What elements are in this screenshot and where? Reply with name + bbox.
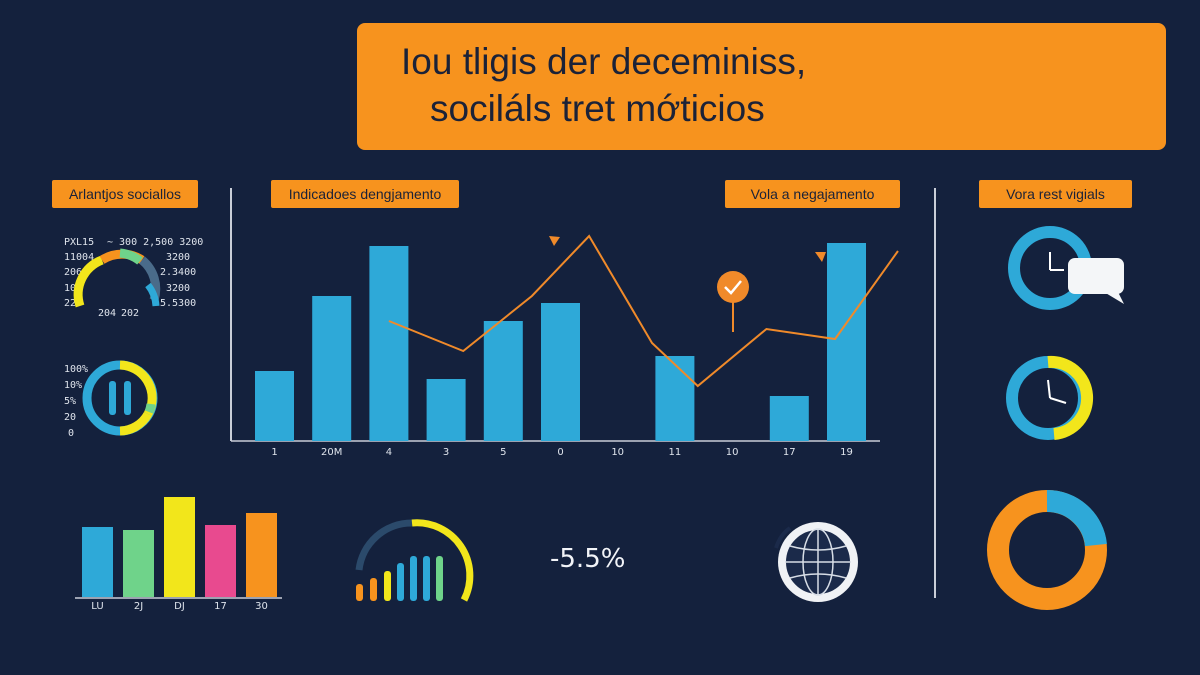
ring-chart-widget <box>987 489 1107 610</box>
chart-y-axis <box>230 188 232 441</box>
main-chart-x-tick: 1 <box>271 447 278 458</box>
main-chart-x-tick: 19 <box>840 447 853 458</box>
mini-chart-bar <box>123 530 154 597</box>
gauge-right-label: 3200 <box>166 252 191 263</box>
main-chart-bars <box>255 243 866 441</box>
trend-arrow-head-2 <box>815 252 826 262</box>
gauge-right-label: ~ 300 2,500 3200 <box>107 237 204 248</box>
chat-bubble-icon <box>1068 258 1124 304</box>
mini-chart-x-tick: DJ <box>174 601 185 612</box>
main-chart-bar <box>655 356 695 441</box>
gauge-right-label: 3200 <box>166 283 191 294</box>
gauge-left-label: 206 <box>64 267 83 278</box>
trend-arrow-head-1 <box>549 236 560 246</box>
main-chart-bar <box>483 321 523 441</box>
donut-left-label: 20 <box>64 412 77 423</box>
main-chart-bar <box>312 296 352 441</box>
right-panel-divider <box>934 188 936 598</box>
mini-chart-x-tick: 2J <box>133 601 144 612</box>
donut-left-label: 10% <box>64 380 83 391</box>
main-chart-x-tick: 20M <box>321 447 343 458</box>
mini-chart-bar <box>246 513 277 597</box>
mini-chart-bar <box>164 497 195 597</box>
gauge-left-label: 11004 <box>64 252 95 263</box>
tag-rest-vigials[interactable]: Vora rest vigials <box>979 180 1132 208</box>
tag-social-panel[interactable]: Arlantjos sociallos <box>52 180 198 208</box>
mini-chart-bar <box>205 525 236 597</box>
signal-gauge-widget <box>355 519 474 602</box>
clock-donut-widget-middle <box>1006 355 1094 440</box>
main-chart-x-tick: 4 <box>385 447 393 458</box>
gauge-bottom-label: 204 <box>98 308 117 319</box>
donut-left-label: 0 <box>68 428 75 439</box>
banner-title-line2: sociláls tret mớticios <box>430 88 765 129</box>
mini-chart-bar <box>82 527 113 597</box>
gauge-left-label: PXL15 <box>64 237 95 248</box>
gauge-right-label: 5.5300 <box>160 298 197 309</box>
main-chart-x-tick: 11 <box>668 447 682 458</box>
main-chart-bar <box>255 371 294 441</box>
main-chart-x-tick: 0 <box>557 447 564 458</box>
tag-engagement-indicators[interactable]: Indicadoes dengjamento <box>271 180 459 208</box>
main-chart-x-tick: 5 <box>500 447 507 458</box>
gauge-left-label: 10 <box>64 283 77 294</box>
header-banner: Iou tligis der deceminiss, sociláls tret… <box>357 23 1166 150</box>
main-chart-trend-line <box>388 234 899 388</box>
checkmark-icon <box>717 271 749 332</box>
donut-left-label: 5% <box>64 396 77 407</box>
gauge-left-label: 22 <box>64 298 77 309</box>
main-chart-bar <box>541 303 580 441</box>
main-chart-x-tick: 3 <box>442 447 450 458</box>
main-chart-bar <box>827 243 866 441</box>
mini-chart-x-tick: 30 <box>255 601 268 612</box>
half-gauge-widget <box>73 248 161 308</box>
gauge-bottom-label: 202 <box>121 308 140 319</box>
mini-chart-bars <box>82 497 277 597</box>
donut-left-label: 100% <box>64 364 89 375</box>
mini-chart-x-tick: 17 <box>214 601 227 612</box>
kpi-percent-change: -5.5% <box>550 544 626 574</box>
pause-icon <box>109 381 116 415</box>
globe-icon <box>774 522 858 602</box>
tag-engagement-view[interactable]: Vola a negajamento <box>725 180 900 208</box>
progress-donut-widget <box>82 360 158 436</box>
gauge-right-label: 2.3400 <box>160 267 197 278</box>
banner-title-line1: Iou tligis der deceminiss, <box>401 41 807 82</box>
main-chart-x-tick: 10 <box>725 447 739 458</box>
mini-chart-x-tick: LU <box>91 601 104 612</box>
main-chart-bar <box>369 246 409 441</box>
main-chart-x-tick: 10 <box>611 447 625 458</box>
main-chart-x-tick: 17 <box>782 447 796 458</box>
main-chart-bar <box>769 396 809 441</box>
main-chart-bar <box>426 379 466 441</box>
